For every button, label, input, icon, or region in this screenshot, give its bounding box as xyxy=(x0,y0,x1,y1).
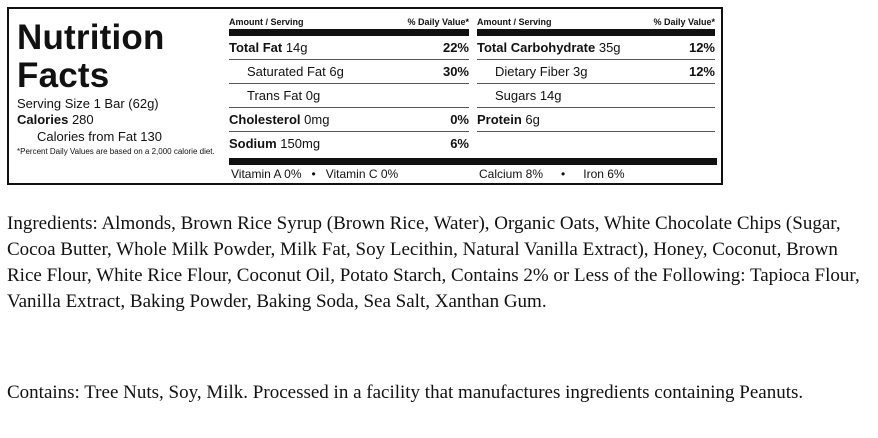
nutrient-name-amount: Sodium 150mg xyxy=(229,136,320,151)
empty-nutrient-row xyxy=(477,132,715,155)
ingredients-paragraph: Ingredients: Almonds, Brown Rice Syrup (… xyxy=(7,213,860,312)
nutrient-daily-value: 6% xyxy=(450,136,469,151)
nutrient-column-left: Amount / Serving % Daily Value* Total Fa… xyxy=(229,12,469,155)
nutrient-name-amount: Cholesterol 0mg xyxy=(229,112,329,127)
nutrient-row: Protein 6g xyxy=(477,108,715,132)
vitamin-a: Vitamin A 0% xyxy=(231,167,302,181)
nutrient-amount: 0mg xyxy=(304,112,330,127)
serving-size: Serving Size 1 Bar (62g) xyxy=(17,96,159,111)
nutrient-row: Cholesterol 0mg 0% xyxy=(229,108,469,132)
nutrient-name: Trans Fat xyxy=(247,88,303,103)
daily-value-footnote: *Percent Daily Values are based on a 2,0… xyxy=(17,147,215,156)
nutrient-amount: 6g xyxy=(329,64,344,79)
nutrient-name: Cholesterol xyxy=(229,112,301,127)
nutrient-daily-value: 30% xyxy=(442,64,469,79)
nutrient-amount: 150mg xyxy=(280,136,321,151)
nutrient-amount: 6g xyxy=(525,112,540,127)
nutrient-row: Saturated Fat 6g 30% xyxy=(229,60,469,84)
nutrient-amount: 14g xyxy=(539,88,562,103)
nutrition-facts-panel: Nutrition Facts Serving Size 1 Bar (62g)… xyxy=(7,7,723,185)
nutrient-daily-value: 12% xyxy=(688,40,715,55)
nutrient-amount: 35g xyxy=(598,40,621,55)
nutrient-row: Sodium 150mg 6% xyxy=(229,132,469,155)
nutrient-row: Total Carbohydrate 35g 12% xyxy=(477,36,715,60)
iron: Iron 6% xyxy=(583,167,625,181)
nutrient-row: Trans Fat 0g xyxy=(229,84,469,108)
vitamins-divider xyxy=(229,158,717,165)
nutrient-name-amount: Dietary Fiber 3g xyxy=(477,64,588,79)
amount-serving-header: Amount / Serving xyxy=(229,17,304,27)
nutrient-name: Dietary Fiber xyxy=(495,64,570,79)
nutrient-amount: 0g xyxy=(305,88,321,103)
calories-label: Calories xyxy=(17,112,69,127)
nutrient-name: Sugars xyxy=(495,88,537,103)
nutrient-daily-value: 22% xyxy=(442,40,469,55)
calories-value: 280 xyxy=(71,112,94,127)
vitamins-left: Vitamin A 0% • Vitamin C 0% xyxy=(231,167,398,181)
nutrition-facts-title: Nutrition Facts xyxy=(17,18,165,95)
daily-value-header: % Daily Value* xyxy=(653,17,715,27)
nutrient-name-amount: Sugars 14g xyxy=(477,88,562,103)
nutrient-name: Total Carbohydrate xyxy=(477,40,596,55)
nutrition-summary: Nutrition Facts Serving Size 1 Bar (62g)… xyxy=(17,19,227,157)
nutrient-amount: 14g xyxy=(285,40,308,55)
nutrient-name: Total Fat xyxy=(229,40,283,55)
bullet-separator: • xyxy=(561,167,566,181)
calories-from-fat: Calories from Fat 130 xyxy=(37,129,162,144)
calcium: Calcium 8% xyxy=(479,167,544,181)
bullet-separator: • xyxy=(311,167,316,181)
nutrient-column-right: Amount / Serving % Daily Value* Total Ca… xyxy=(477,12,715,155)
column-header: Amount / Serving % Daily Value* xyxy=(477,12,715,36)
nutrient-rows-right: Total Carbohydrate 35g 12% Dietary Fiber 3… xyxy=(477,36,715,155)
column-header: Amount / Serving % Daily Value* xyxy=(229,12,469,36)
nutrient-row: Total Fat 14g 22% xyxy=(229,36,469,60)
vitamin-c: Vitamin C 0% xyxy=(325,167,399,181)
nutrient-name-amount: Total Carbohydrate 35g xyxy=(477,40,621,55)
nutrient-name: Sodium xyxy=(229,136,277,151)
nutrient-daily-value: 12% xyxy=(688,64,715,79)
nutrient-amount: 3g xyxy=(573,64,588,79)
nutrient-row: Dietary Fiber 3g 12% xyxy=(477,60,715,84)
vitamins-right: Calcium 8% • Iron 6% xyxy=(479,167,625,181)
nutrient-name-amount: Total Fat 14g xyxy=(229,40,308,55)
nutrient-name-amount: Saturated Fat 6g xyxy=(229,64,344,79)
daily-value-header: % Daily Value* xyxy=(407,17,469,27)
nutrient-name-amount: Protein 6g xyxy=(477,112,540,127)
nutrient-row: Sugars 14g xyxy=(477,84,715,108)
nutrient-daily-value: 0% xyxy=(450,112,469,127)
nutrient-name: Protein xyxy=(477,112,522,127)
nutrient-name: Saturated Fat xyxy=(247,64,326,79)
allergen-statement: Contains: Tree Nuts, Soy, Milk. Processe… xyxy=(7,382,804,403)
nutrient-name-amount: Trans Fat 0g xyxy=(229,88,320,103)
amount-serving-header: Amount / Serving xyxy=(477,17,552,27)
calories-line: Calories 280 xyxy=(17,112,227,128)
nutrient-rows-left: Total Fat 14g 22% Saturated Fat 6g 30% Trans… xyxy=(229,36,469,155)
